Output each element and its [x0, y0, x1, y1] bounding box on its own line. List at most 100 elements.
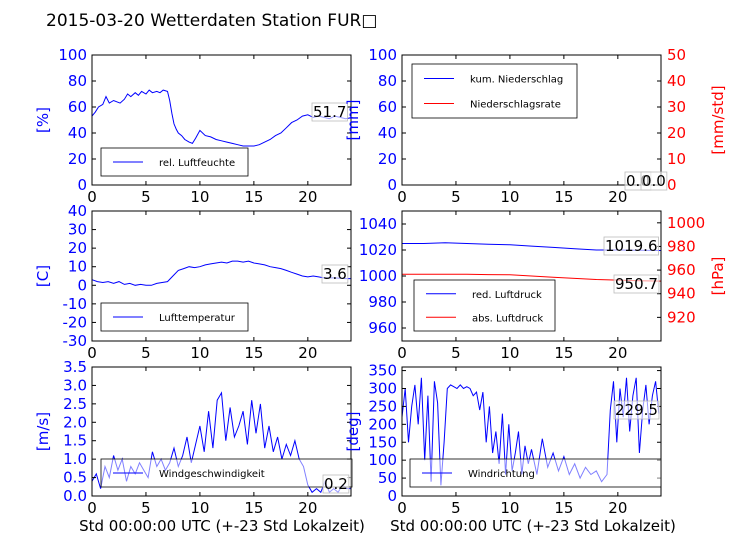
windspeed-xtick-label: 20 — [298, 499, 317, 517]
winddir-legend-label-0: Windrichtung — [468, 469, 535, 480]
precip-ytick-label: 60 — [378, 98, 397, 116]
pressure-value-annotation: 950.7 — [615, 275, 658, 293]
pressure-xtick-label: 20 — [608, 344, 627, 362]
winddir-legend: Windrichtung — [409, 458, 662, 488]
precip-ylabel: [mm] — [344, 100, 362, 141]
windspeed-value-annotation: 0.2 — [324, 475, 348, 493]
winddir-series-group — [401, 377, 660, 486]
precip-legend-label-0: kum. Niederschlag — [470, 75, 563, 86]
chart-winddir: 0 5 10 15 20050100150200250300350[deg]Windri… — [344, 362, 662, 517]
temperature-ytick-label: 10 — [68, 258, 87, 276]
windspeed-axes-frame — [91, 366, 352, 497]
winddir-xtick-label: 10 — [500, 499, 519, 517]
precip-ytick-right-label: 10 — [667, 150, 686, 168]
windspeed-value-annotation-box — [322, 474, 350, 494]
pressure-ytick-right-label: 960 — [667, 261, 696, 279]
windspeed-xtick-label: 0 — [87, 499, 97, 517]
winddir-value-annotation-box — [613, 400, 660, 420]
temperature-xtick-label: 0 — [87, 344, 97, 362]
winddir-xtick-label: 0 — [397, 499, 407, 517]
pressure-xtick-label: 15 — [554, 344, 573, 362]
precip-xtick-label: 15 — [554, 188, 573, 206]
winddir-xtick-label: 15 — [554, 499, 573, 517]
precip-ylabel-right: [mm/std] — [709, 85, 727, 154]
temperature-ytick-label: 40 — [68, 202, 87, 220]
temperature-xtick-label: 15 — [244, 344, 263, 362]
chart-windspeed: 0 5 10 15 20 0.00.51.01.52.02.53.03.5 [m/s] Win… — [34, 358, 353, 517]
humidity-xtick-label: 0 — [87, 188, 97, 206]
humidity-axes-frame — [91, 54, 352, 186]
windspeed-ytick-label: 0.5 — [63, 469, 87, 487]
windspeed-ytick-label: 0.0 — [63, 487, 87, 505]
precip-xtick-label: 5 — [451, 188, 461, 206]
humidity-legend: rel. Luftfeuchte — [100, 147, 249, 177]
pressure-ytick-right-label: 940 — [667, 285, 696, 303]
humidity-value-annotation: 51.7 — [313, 103, 346, 121]
winddir-xtick-label: 20 — [608, 499, 627, 517]
precip-ytick-right-label: 40 — [667, 72, 686, 90]
precip-axes-frame — [401, 54, 662, 186]
temperature-ytick-label: 0 — [77, 276, 87, 294]
humidity-ytick-label: 20 — [68, 150, 87, 168]
precip-ytick-label: 20 — [378, 150, 397, 168]
humidity-xtick-label: 10 — [190, 188, 209, 206]
humidity-legend-label-0: rel. Luftfeuchte — [159, 158, 235, 169]
humidity-ytick-label: 100 — [58, 46, 87, 64]
windspeed-xtick-label: 5 — [141, 499, 151, 517]
pressure-ytick-label: 1040 — [359, 215, 397, 233]
windspeed-ytick-label: 2.5 — [63, 395, 87, 413]
precip-ytick-right-label: 20 — [667, 124, 686, 142]
winddir-ytick-label: 0 — [387, 487, 397, 505]
windspeed-ytick-label: 3.0 — [63, 376, 87, 394]
precip-ytick-label: 100 — [368, 46, 397, 64]
winddir-axes-frame — [401, 366, 662, 497]
pressure-legend: red. Luftdruck abs. Luftdruck — [413, 279, 556, 332]
pressure-ytick-label: 1000 — [359, 267, 397, 285]
humidity-series-line-0 — [91, 89, 352, 147]
humidity-ytick-label: 60 — [68, 98, 87, 116]
precip-legend-label-1: Niederschlagsrate — [470, 100, 561, 111]
pressure-ytick-right-label: 980 — [667, 237, 696, 255]
precip-xtick-label: 0 — [397, 188, 407, 206]
humidity-ytick-label: 0 — [77, 176, 87, 194]
pressure-ytick-right-label: 1000 — [667, 214, 705, 232]
pressure-ytick-label: 980 — [368, 293, 397, 311]
pressure-value-annotation-box — [603, 236, 659, 256]
winddir-ylabel: [deg] — [344, 412, 362, 452]
windspeed-xtick-label: 10 — [190, 499, 209, 517]
windspeed-ytick-label: 2.0 — [63, 413, 87, 431]
windspeed-xtick-label: 15 — [244, 499, 263, 517]
pressure-xtick-label: 5 — [451, 344, 461, 362]
humidity-ylabel: [%] — [34, 107, 52, 133]
humidity-xtick-label: 20 — [298, 188, 317, 206]
precip-ytick-right-label: 30 — [667, 98, 686, 116]
winddir-ytick-label: 200 — [368, 415, 397, 433]
precip-xtick-label: 20 — [608, 188, 627, 206]
pressure-ytick-label: 960 — [368, 319, 397, 337]
windspeed-ytick-label: 3.5 — [63, 358, 87, 376]
pressure-xtick-label: 0 — [397, 344, 407, 362]
winddir-ytick-label: 350 — [368, 362, 397, 380]
temperature-legend: Lufttemperatur — [100, 302, 249, 332]
chart-temperature: 0 5 10 15 20-30-20-10010203040[C]Lufttempera… — [34, 202, 352, 362]
winddir-ytick-label: 150 — [368, 433, 397, 451]
winddir-series-line-0 — [401, 377, 660, 486]
precip-xtick-label: 10 — [500, 188, 519, 206]
windspeed-legend-label-0: Windgeschwindigkeit — [159, 469, 265, 480]
precip-ytick-right-label: 0 — [667, 176, 677, 194]
chart-humidity: 0 5 10 15 20 0 20 40 60 80 100 [%] rel. Luftfeuchte 5… — [34, 46, 352, 206]
chart-pressure: 0 5 10 15 20 960 980 1000 1020 1040 920 940 960 980 10… — [359, 210, 727, 362]
winddir-ytick-label: 250 — [368, 397, 397, 415]
pressure-legend-label-1: abs. Luftdruck — [472, 313, 543, 324]
precip-value-annotation: 0.0 — [642, 172, 666, 190]
pressure-ytick-right-label: 920 — [667, 308, 696, 326]
xlabel-right: Std 00:00:00 UTC (+-23 Std Lokalzeit) — [390, 517, 676, 535]
temperature-legend-box — [100, 302, 249, 332]
humidity-value-annotation-box — [311, 102, 348, 122]
humidity-ytick-label: 80 — [68, 72, 87, 90]
precip-ytick-label: 80 — [378, 72, 397, 90]
precip-ytick-label: 40 — [378, 124, 397, 142]
humidity-xtick-label: 5 — [141, 188, 151, 206]
temperature-legend-label-0: Lufttemperatur — [159, 313, 236, 324]
precip-legend: kum. Niederschlag Niederschlagsrate — [411, 63, 578, 119]
